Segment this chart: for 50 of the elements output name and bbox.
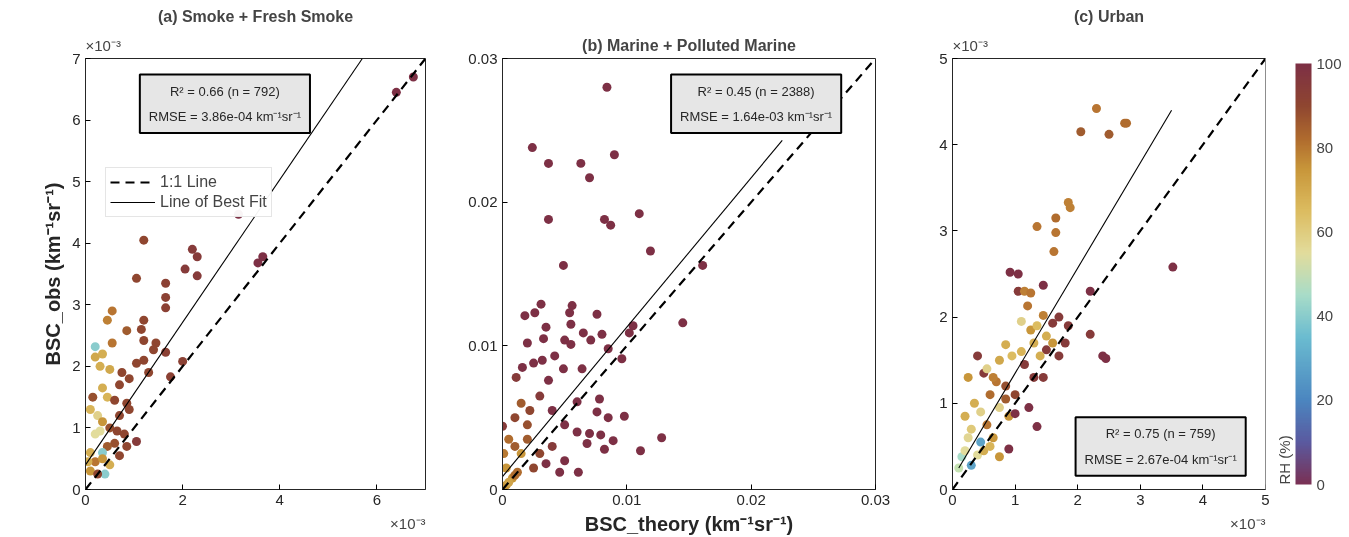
y-tick-label: 0.02: [468, 193, 498, 211]
x-tick-label: 4: [1198, 490, 1208, 508]
annotation: RMSE = 1.64e-03 km⁻¹sr⁻¹: [680, 109, 833, 124]
annotation: RMSE = 3.86e-04 km⁻¹sr⁻¹: [148, 109, 302, 124]
text: ×10⁻³: [85, 36, 121, 54]
annotation: R² = 0.45 (n = 2388): [697, 83, 815, 99]
x-tick-label: 0.03: [860, 490, 891, 508]
text: ×10⁻³: [952, 36, 988, 54]
x-tick-label: 5: [1261, 490, 1270, 508]
color-bar-label: 80: [1316, 138, 1334, 156]
x-tick-label: 0.01: [612, 490, 642, 508]
annotation: RMSE = 2.67e-04 km⁻¹sr⁻¹: [1084, 451, 1238, 467]
text: ×10⁻³: [1230, 514, 1266, 532]
color-bar-title: RH (%): [1275, 435, 1293, 485]
annotation: R² = 0.75 (n = 759): [1105, 426, 1216, 442]
y-tick-label: 2: [939, 308, 948, 326]
y-tick-label: 3: [939, 221, 948, 239]
annotation: R² = 0.66 (n = 792): [169, 83, 280, 99]
y-tick-label: 4: [939, 135, 948, 153]
legend-label: 1:1 Line: [160, 173, 217, 191]
legend-label: Line of Best Fit: [160, 193, 267, 211]
chart-title: (b) Marine + Polluted Marine: [582, 36, 796, 54]
color-bar-label: 20: [1316, 391, 1334, 409]
y-tick-label: 4: [72, 234, 81, 252]
y-tick-label: 7: [72, 49, 81, 67]
color-bar-label: 40: [1316, 307, 1334, 325]
y-tick-label: 1: [72, 418, 81, 436]
x-tick-label: 2: [178, 490, 187, 508]
color-bar-label: 0: [1316, 475, 1325, 493]
y-tick-label: 1: [939, 394, 948, 412]
color-bar-label: 100: [1316, 54, 1342, 72]
chart-title: (a) Smoke + Fresh Smoke: [157, 7, 354, 25]
x-tick-label: 3: [1136, 490, 1145, 508]
y-tick-label: 5: [939, 49, 948, 67]
y-tick-label: 6: [72, 111, 81, 129]
color-bar-label: 60: [1316, 222, 1334, 240]
chart-title: (c) Urban: [1073, 7, 1145, 25]
y-tick-label: 2: [72, 357, 81, 375]
x-tick-label: 1: [1010, 490, 1020, 508]
y-tick-label: 0.01: [468, 336, 498, 354]
x-tick-label: 2: [1073, 490, 1082, 508]
x-tick-label: 4: [275, 490, 284, 508]
y-tick-label: 0.03: [468, 49, 498, 67]
x-tick-label: 6: [372, 490, 382, 508]
y-tick-label: 5: [72, 172, 81, 190]
x-axis-title: BSC_theory (km⁻¹sr⁻¹): [584, 512, 794, 535]
x-tick-label: 0.02: [736, 490, 766, 508]
y-axis-title: BSC_obs (km⁻¹sr⁻¹): [42, 182, 65, 366]
y-tick-label: 3: [72, 295, 81, 313]
text: ×10⁻³: [390, 514, 426, 532]
